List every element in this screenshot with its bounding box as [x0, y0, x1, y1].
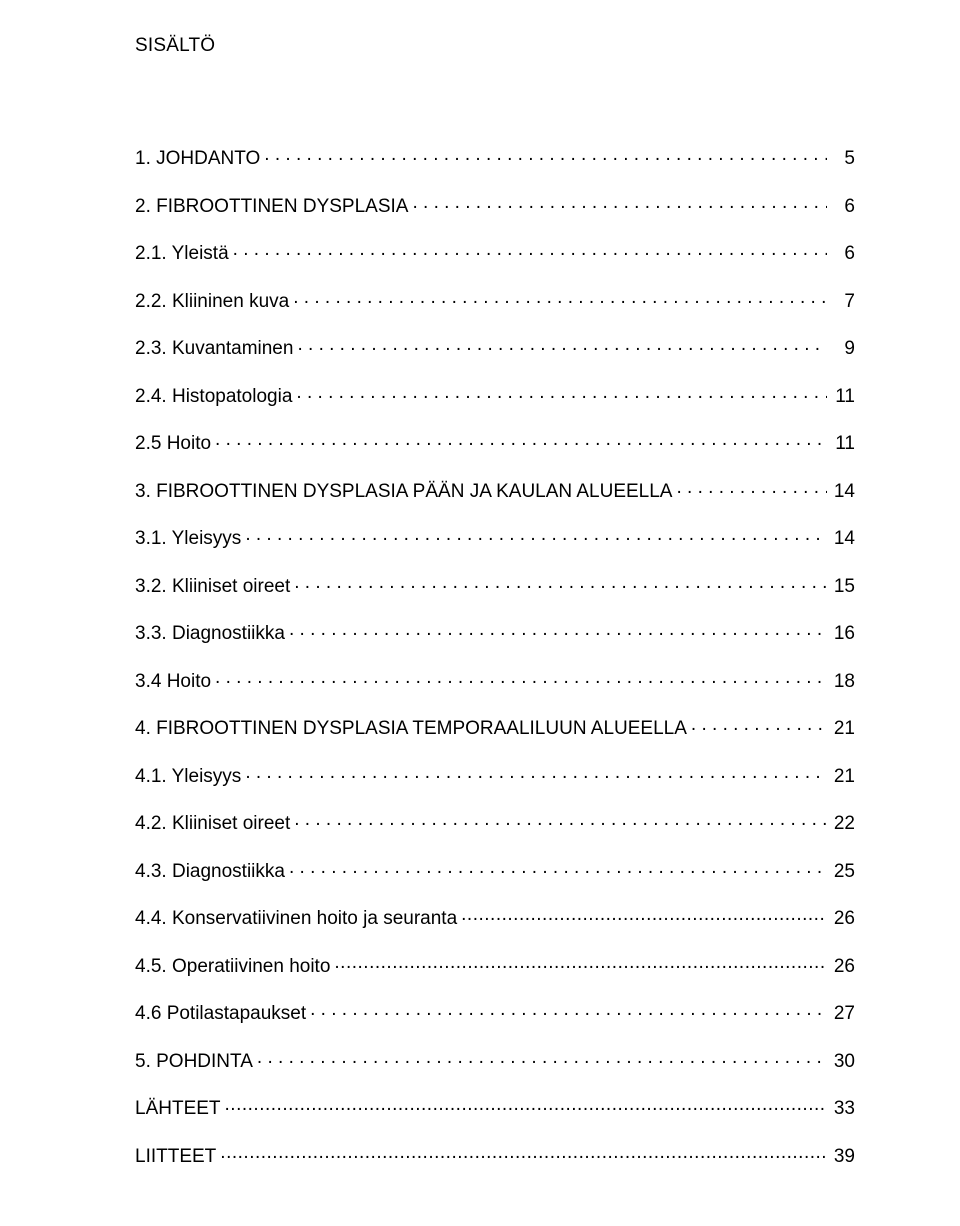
- toc-entry-label: 3. FIBROOTTINEN DYSPLASIA PÄÄN JA KAULAN…: [135, 482, 672, 501]
- toc-entry-label: 4. FIBROOTTINEN DYSPLASIA TEMPORAALILUUN…: [135, 719, 687, 738]
- toc-row: LIITTEET 39: [135, 1143, 855, 1166]
- toc-entry-label: 4.3. Diagnostiikka: [135, 862, 285, 881]
- toc-entry-page: 26: [831, 909, 855, 928]
- toc-leader-dots: [289, 620, 827, 639]
- toc-row: LÄHTEET 33: [135, 1095, 855, 1118]
- toc-entry-label: 4.2. Kliiniset oireet: [135, 814, 290, 833]
- toc-entry-label: 3.3. Diagnostiikka: [135, 624, 285, 643]
- toc-row: 4.1. Yleisyys 21: [135, 763, 855, 786]
- toc-entry-page: 5: [831, 149, 855, 168]
- toc-entry-page: 7: [831, 292, 855, 311]
- toc-entry-label: 3.1. Yleisyys: [135, 529, 241, 548]
- toc-leader-dots: [461, 905, 827, 924]
- toc-row: 4.6 Potilastapaukset 27: [135, 1000, 855, 1023]
- toc-leader-dots: [289, 858, 827, 877]
- toc-leader-dots: [296, 383, 827, 402]
- toc-entry-page: 9: [831, 339, 855, 358]
- toc-entry-page: 14: [831, 529, 855, 548]
- toc-entry-page: 15: [831, 577, 855, 596]
- toc-leader-dots: [245, 763, 827, 782]
- toc-entry-label: 4.4. Konservatiivinen hoito ja seuranta: [135, 909, 457, 928]
- toc-entry-page: 30: [831, 1052, 855, 1071]
- toc-leader-dots: [334, 953, 827, 972]
- toc-row: 3.3. Diagnostiikka 16: [135, 620, 855, 643]
- toc-leader-dots: [220, 1143, 827, 1162]
- toc-entry-label: 3.4 Hoito: [135, 672, 211, 691]
- toc-entry-page: 27: [831, 1004, 855, 1023]
- toc-leader-dots: [297, 335, 827, 354]
- toc-entry-page: 18: [831, 672, 855, 691]
- toc-leader-dots: [215, 668, 827, 687]
- toc-entry-label: 2.4. Histopatologia: [135, 387, 292, 406]
- toc-leader-dots: [294, 573, 827, 592]
- toc-entry-label: LIITTEET: [135, 1147, 216, 1166]
- toc-row: 4.5. Operatiivinen hoito 26: [135, 953, 855, 976]
- toc-row: 4.4. Konservatiivinen hoito ja seuranta 2…: [135, 905, 855, 928]
- toc-row: 4.3. Diagnostiikka 25: [135, 858, 855, 881]
- toc-row: 1. JOHDANTO 5: [135, 145, 855, 168]
- toc-row: 2.1. Yleistä 6: [135, 240, 855, 263]
- toc-list: 1. JOHDANTO52. FIBROOTTINEN DYSPLASIA62.…: [135, 145, 855, 1166]
- toc-row: 4. FIBROOTTINEN DYSPLASIA TEMPORAALILUUN…: [135, 715, 855, 738]
- toc-entry-page: 39: [831, 1147, 855, 1166]
- toc-leader-dots: [233, 240, 827, 259]
- toc-row: 2. FIBROOTTINEN DYSPLASIA 6: [135, 193, 855, 216]
- toc-entry-label: 4.1. Yleisyys: [135, 767, 241, 786]
- toc-leader-dots: [264, 145, 827, 164]
- document-page: SISÄLTÖ 1. JOHDANTO 5 2. FIBROOTTINEN DYSP…: [0, 0, 960, 1226]
- toc-entry-page: 16: [831, 624, 855, 643]
- toc-row: 4.2. Kliiniset oireet 22: [135, 810, 855, 833]
- toc-leader-dots: [225, 1095, 827, 1114]
- toc-entry-label: 2.3. Kuvantaminen: [135, 339, 293, 358]
- toc-entry-label: 5. POHDINTA: [135, 1052, 253, 1071]
- toc-leader-dots: [245, 525, 827, 544]
- toc-entry-page: 25: [831, 862, 855, 881]
- toc-entry-label: 4.5. Operatiivinen hoito: [135, 957, 330, 976]
- toc-leader-dots: [691, 715, 827, 734]
- toc-entry-label: 2. FIBROOTTINEN DYSPLASIA: [135, 197, 408, 216]
- toc-entry-page: 22: [831, 814, 855, 833]
- toc-entry-label: 4.6 Potilastapaukset: [135, 1004, 306, 1023]
- toc-row: 2.3. Kuvantaminen 9: [135, 335, 855, 358]
- toc-leader-dots: [293, 288, 827, 307]
- toc-entry-label: 2.5 Hoito: [135, 434, 211, 453]
- toc-row: 3. FIBROOTTINEN DYSPLASIA PÄÄN JA KAULAN…: [135, 478, 855, 501]
- toc-leader-dots: [310, 1000, 827, 1019]
- toc-leader-dots: [676, 478, 827, 497]
- toc-leader-dots: [257, 1048, 827, 1067]
- toc-row: 3.1. Yleisyys 14: [135, 525, 855, 548]
- toc-entry-page: 11: [831, 434, 855, 453]
- toc-entry-page: 21: [831, 767, 855, 786]
- toc-entry-page: 21: [831, 719, 855, 738]
- toc-row: 2.2. Kliininen kuva 7: [135, 288, 855, 311]
- toc-row: 2.4. Histopatologia 11: [135, 383, 855, 406]
- toc-entry-page: 14: [831, 482, 855, 501]
- toc-title: SISÄLTÖ: [135, 36, 855, 55]
- toc-entry-label: 3.2. Kliiniset oireet: [135, 577, 290, 596]
- toc-entry-label: 1. JOHDANTO: [135, 149, 260, 168]
- toc-leader-dots: [215, 430, 827, 449]
- toc-entry-page: 26: [831, 957, 855, 976]
- toc-leader-dots: [412, 193, 827, 212]
- toc-entry-page: 6: [831, 244, 855, 263]
- toc-row: 3.2. Kliiniset oireet 15: [135, 573, 855, 596]
- toc-row: 5. POHDINTA 30: [135, 1048, 855, 1071]
- toc-entry-label: LÄHTEET: [135, 1099, 221, 1118]
- toc-row: 3.4 Hoito 18: [135, 668, 855, 691]
- toc-row: 2.5 Hoito 11: [135, 430, 855, 453]
- toc-entry-page: 6: [831, 197, 855, 216]
- toc-entry-page: 11: [831, 387, 855, 406]
- toc-leader-dots: [294, 810, 827, 829]
- toc-entry-label: 2.2. Kliininen kuva: [135, 292, 289, 311]
- toc-entry-page: 33: [831, 1099, 855, 1118]
- toc-entry-label: 2.1. Yleistä: [135, 244, 229, 263]
